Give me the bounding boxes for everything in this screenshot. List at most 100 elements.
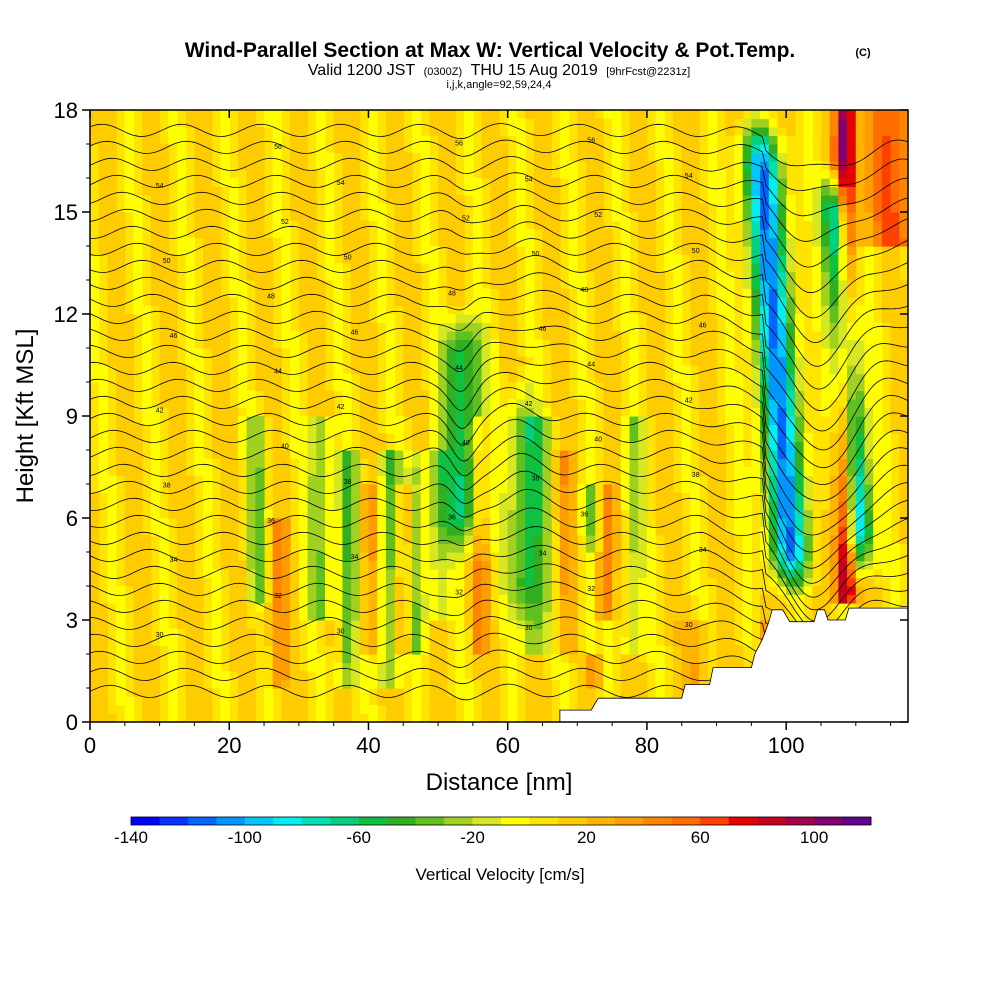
velocity-cell — [159, 628, 169, 638]
velocity-cell — [429, 416, 439, 426]
velocity-cell — [603, 280, 613, 290]
velocity-cell — [220, 705, 230, 715]
velocity-cell — [803, 484, 813, 494]
velocity-cell — [385, 509, 396, 519]
velocity-cell — [142, 348, 152, 358]
velocity-cell — [620, 297, 631, 307]
velocity-cell — [890, 229, 900, 239]
velocity-cell — [707, 186, 718, 196]
velocity-cell — [325, 220, 335, 230]
velocity-cell — [881, 118, 892, 128]
velocity-cell — [516, 492, 526, 502]
theta-contour-line — [90, 204, 908, 294]
velocity-cell — [142, 603, 152, 613]
velocity-cell — [716, 475, 726, 485]
velocity-cell — [464, 433, 474, 443]
velocity-cell — [298, 560, 309, 570]
colorbar-swatch — [415, 817, 445, 825]
velocity-cell — [716, 586, 726, 596]
velocity-cell — [516, 645, 526, 655]
velocity-cell — [203, 713, 213, 722]
velocity-cell — [707, 152, 718, 162]
velocity-cell — [855, 144, 866, 154]
velocity-cell — [673, 620, 683, 630]
velocity-cell — [246, 569, 256, 579]
velocity-cell — [481, 169, 491, 179]
velocity-cell — [412, 331, 422, 341]
velocity-cell — [577, 696, 587, 706]
velocity-cell — [673, 305, 683, 315]
velocity-cell — [446, 577, 457, 587]
velocity-cell — [707, 118, 718, 128]
velocity-cell — [316, 382, 326, 392]
velocity-cell — [168, 356, 178, 366]
velocity-cell — [290, 424, 300, 434]
velocity-cell — [472, 416, 483, 426]
velocity-cell — [351, 671, 361, 681]
velocity-cell — [394, 280, 404, 290]
velocity-cell — [203, 237, 213, 247]
velocity-cell — [342, 212, 352, 222]
velocity-cell — [290, 390, 300, 400]
velocity-cell — [455, 594, 465, 604]
velocity-cell — [507, 501, 517, 511]
velocity-cell — [412, 569, 422, 579]
velocity-cell — [707, 424, 718, 434]
velocity-cell — [472, 271, 483, 281]
velocity-cell — [107, 569, 117, 579]
velocity-cell — [385, 594, 396, 604]
velocity-cell — [264, 688, 274, 698]
velocity-cell — [429, 365, 439, 375]
velocity-cell — [638, 611, 648, 621]
velocity-cell — [420, 535, 430, 545]
velocity-cell — [638, 475, 648, 485]
velocity-cell — [551, 237, 561, 247]
velocity-cell — [316, 679, 326, 689]
velocity-cell — [533, 662, 544, 672]
velocity-cell — [455, 390, 465, 400]
velocity-cell — [525, 280, 535, 290]
velocity-cell — [716, 552, 726, 562]
velocity-cell — [394, 433, 404, 443]
velocity-cell — [829, 450, 839, 460]
velocity-cell — [438, 662, 448, 672]
velocity-cell — [116, 441, 126, 451]
velocity-cell — [316, 552, 326, 562]
velocity-cell — [533, 501, 544, 511]
velocity-cell — [542, 501, 552, 511]
velocity-cell — [124, 509, 135, 519]
velocity-cell — [464, 560, 474, 570]
velocity-cell — [612, 399, 622, 409]
velocity-cell — [577, 356, 587, 366]
velocity-cell — [272, 450, 282, 460]
velocity-cell — [760, 263, 770, 273]
velocity-cell — [255, 416, 265, 426]
velocity-cell — [107, 246, 117, 256]
velocity-cell — [638, 560, 648, 570]
velocity-cell — [821, 297, 831, 307]
velocity-cell — [855, 161, 866, 171]
velocity-cell — [325, 475, 335, 485]
velocity-cell — [281, 263, 291, 273]
velocity-cell — [298, 543, 309, 553]
velocity-cell — [646, 560, 657, 570]
velocity-cell — [185, 679, 195, 689]
velocity-cell — [98, 110, 108, 120]
velocity-cell — [829, 390, 839, 400]
velocity-cell — [342, 594, 352, 604]
velocity-cell — [690, 543, 700, 553]
velocity-cell — [612, 518, 622, 528]
velocity-cell — [229, 433, 239, 443]
velocity-cell — [821, 399, 831, 409]
velocity-cell — [516, 611, 526, 621]
velocity-cell — [446, 144, 457, 154]
velocity-cell — [394, 654, 404, 664]
velocity-cell — [351, 271, 361, 281]
velocity-cell — [298, 501, 309, 511]
velocity-cell — [646, 526, 657, 536]
theta-contour-label: 56 — [587, 137, 595, 144]
velocity-cell — [499, 195, 509, 205]
velocity-cell — [664, 254, 674, 264]
velocity-cell — [211, 220, 222, 230]
velocity-cell — [229, 603, 239, 613]
